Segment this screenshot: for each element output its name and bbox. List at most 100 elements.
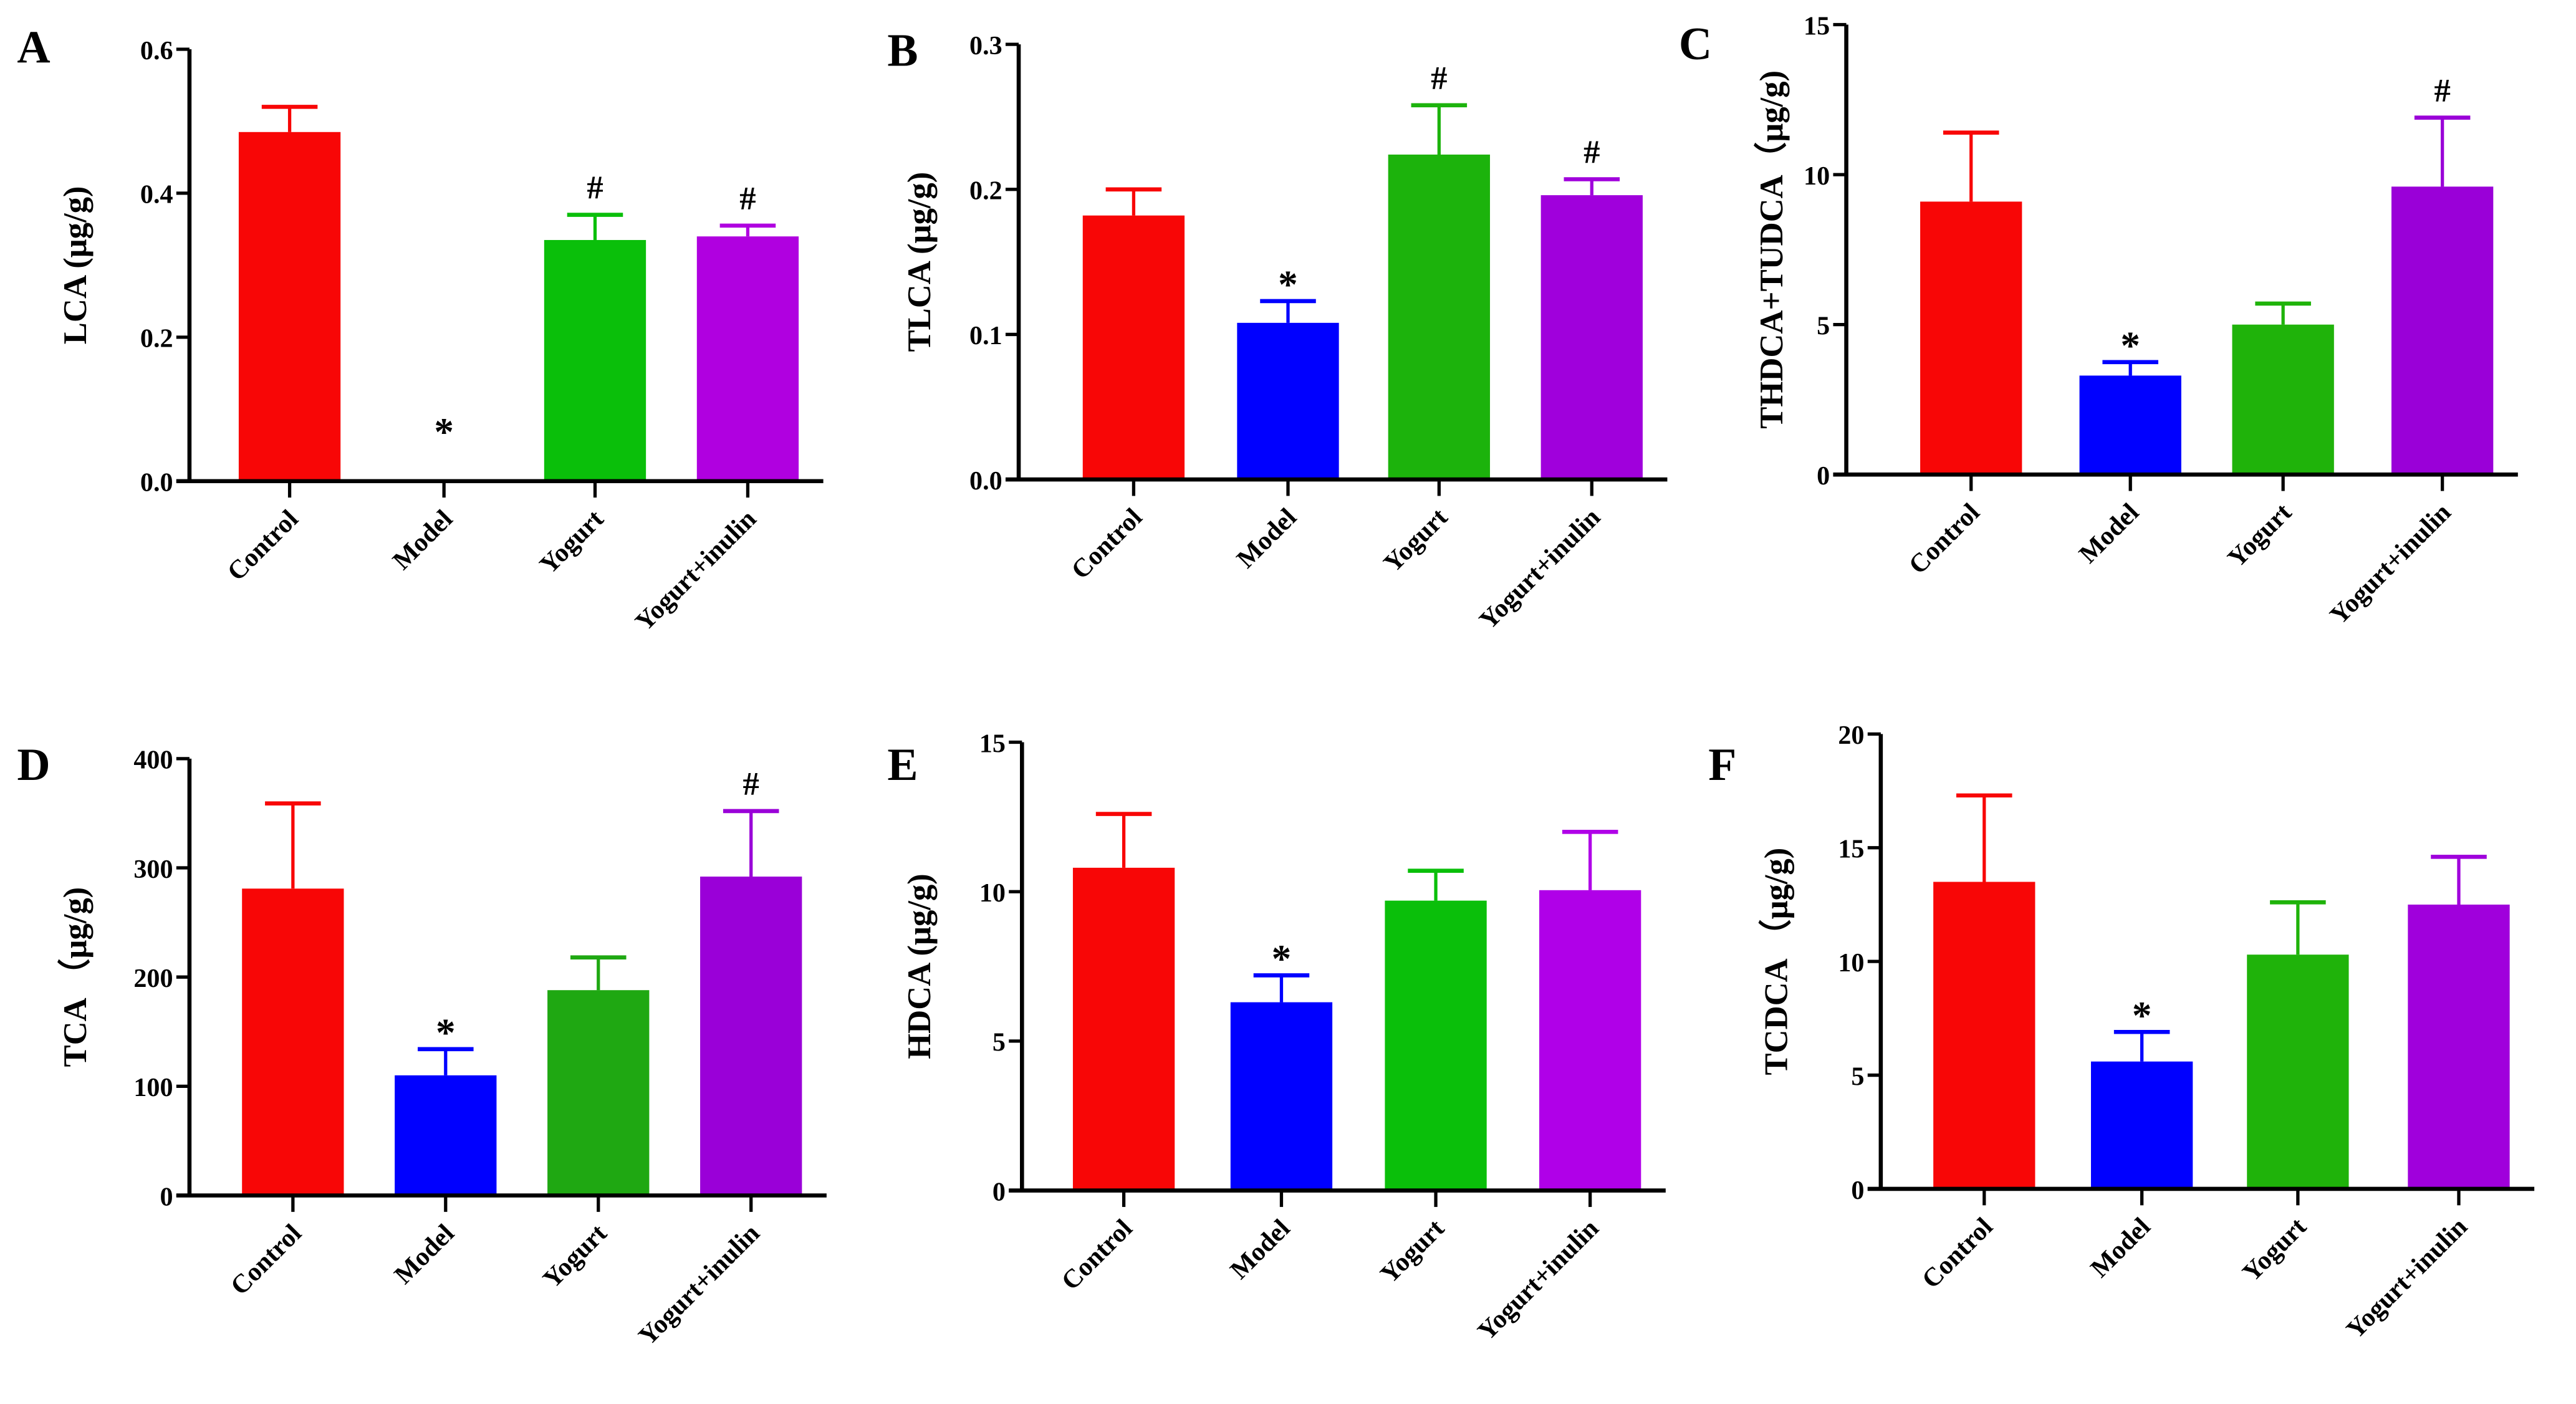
significance-marker: * (436, 1011, 456, 1055)
y-tick-label: 10 (979, 878, 1006, 908)
significance-marker: * (2132, 994, 2152, 1037)
significance-marker: # (1584, 134, 1600, 170)
y-tick-label: 0.0 (140, 468, 173, 498)
significance-marker: # (1431, 60, 1447, 96)
y-axis-label: THDCA+TUDCA（μg/g) (1753, 70, 1790, 429)
x-tick-label: Model (1231, 502, 1302, 574)
panel-F: F TCDCA （μg/g) Control * Model Yogurt Yogurt+i… (1708, 721, 2535, 1344)
bar-control (1072, 867, 1175, 1191)
panel-C: C THDCA+TUDCA（μg/g) Control * Model Yogurt # Yo… (1679, 11, 2518, 630)
y-tick-label: 10 (1804, 161, 1830, 191)
y-tick-label: 0.4 (140, 180, 173, 209)
x-tick-label: Yogurt (2237, 1212, 2312, 1287)
bar-control (1933, 882, 2035, 1189)
bar-yogurt (1388, 154, 1490, 480)
y-axis-label: TCDCA （μg/g) (1758, 848, 1795, 1075)
bar-yogurt (2247, 954, 2349, 1189)
x-tick-label: Yogurt (537, 1219, 613, 1294)
panel-A: A LCA (μg/g) Control * Model # Yogurt # Yogurt+i… (17, 21, 824, 637)
y-tick-label: 0 (160, 1182, 173, 1211)
x-tick-label: Yogurt+inulin (630, 504, 762, 637)
bar-model (2079, 375, 2181, 475)
y-tick-label: 0.6 (140, 36, 173, 65)
x-tick-label: Yogurt+inulin (1474, 502, 1606, 635)
panel-E: E HDCA (μg/g) Control * Model Yogurt Yogurt+in… (887, 729, 1666, 1346)
y-tick-label: 400 (133, 746, 173, 775)
x-tick-label: Yogurt+inulin (633, 1219, 765, 1351)
panel-B: B TLCA (μg/g) Control * Model # Yogurt # Yogurt+… (887, 24, 1668, 635)
y-tick-label: 200 (133, 964, 173, 993)
y-tick-label: 0.2 (140, 324, 173, 353)
significance-marker: # (587, 170, 603, 206)
bar-control (238, 132, 341, 481)
y-tick-label: 100 (133, 1073, 173, 1102)
bar-yogurt (544, 239, 646, 481)
y-axis-label: TCA （μg/g) (57, 887, 94, 1067)
x-tick-label: Control (1916, 1212, 1999, 1294)
x-tick-label: Yogurt (534, 504, 609, 580)
x-tick-label: Control (1065, 502, 1148, 585)
bar-yogurt-inulin (1540, 195, 1643, 480)
significance-marker: # (2434, 72, 2450, 108)
bar-yogurt (2232, 324, 2334, 475)
significance-marker: * (1278, 263, 1298, 307)
x-tick-label: Yogurt+inulin (2324, 498, 2456, 630)
significance-marker: * (1272, 937, 1292, 981)
y-axis-label: TLCA (μg/g) (901, 172, 938, 352)
panel-letter: A (17, 21, 50, 72)
y-tick-label: 0.2 (969, 176, 1002, 206)
x-tick-label: Control (225, 1219, 307, 1301)
x-tick-label: Control (1055, 1214, 1138, 1296)
panel-D: D TCA （μg/g) Control * Model Yogurt # Yogurt+in… (17, 739, 827, 1351)
x-tick-label: Yogurt+inulin (2340, 1212, 2473, 1344)
y-tick-label: 15 (979, 729, 1006, 758)
y-tick-label: 15 (1804, 11, 1830, 41)
x-tick-label: Model (2074, 498, 2145, 569)
panel-letter: F (1708, 739, 1736, 790)
y-tick-label: 0.1 (969, 321, 1002, 350)
y-tick-label: 5 (1817, 311, 1830, 340)
x-tick-label: Yogurt (1375, 1214, 1450, 1289)
y-tick-label: 15 (1838, 835, 1864, 864)
bar-control (242, 888, 344, 1196)
significance-marker: # (743, 766, 759, 802)
panel-letter: B (887, 24, 918, 75)
bar-yogurt-inulin (2408, 904, 2510, 1189)
bar-model (1230, 1002, 1333, 1191)
significance-marker: # (739, 181, 756, 217)
panel-letter: C (1679, 18, 1712, 69)
bar-yogurt-inulin (1539, 890, 1641, 1191)
y-tick-label: 5 (992, 1028, 1006, 1057)
bar-yogurt-inulin (700, 877, 802, 1196)
bar-yogurt (547, 990, 650, 1196)
y-tick-label: 0.3 (969, 31, 1002, 60)
x-tick-label: Model (388, 1219, 459, 1290)
x-tick-label: Model (2085, 1212, 2156, 1283)
bar-model (395, 1075, 497, 1196)
y-tick-label: 10 (1838, 948, 1864, 978)
bar-control (1920, 201, 2022, 475)
bar-yogurt (1385, 900, 1487, 1191)
x-tick-label: Yogurt (1378, 502, 1453, 578)
significance-marker: * (2120, 324, 2140, 368)
significance-marker: * (434, 410, 454, 454)
x-tick-label: Model (387, 504, 458, 575)
x-tick-label: Control (1903, 498, 1986, 580)
y-axis-label: LCA (μg/g) (57, 186, 94, 345)
x-tick-label: Control (221, 504, 304, 587)
panel-letter: E (887, 739, 918, 790)
panel-letter: D (17, 739, 50, 790)
y-tick-label: 0.0 (969, 466, 1002, 496)
y-tick-label: 0 (1851, 1176, 1864, 1205)
y-tick-label: 0 (1817, 461, 1830, 491)
bar-yogurt-inulin (696, 236, 799, 481)
bar-model (2090, 1061, 2193, 1189)
y-tick-label: 20 (1838, 721, 1864, 750)
bar-yogurt-inulin (2391, 186, 2494, 475)
y-tick-label: 0 (992, 1177, 1006, 1206)
x-tick-label: Model (1224, 1214, 1295, 1285)
bar-control (1082, 215, 1185, 480)
x-tick-label: Yogurt (2222, 498, 2297, 573)
y-axis-label: HDCA (μg/g) (901, 873, 938, 1059)
